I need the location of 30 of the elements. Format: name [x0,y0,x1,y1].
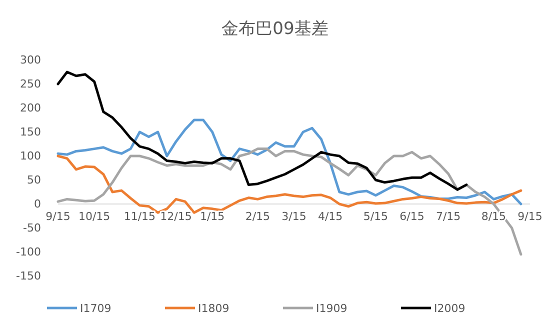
x-tick-label: 3/15 [282,210,306,223]
y-tick-label: 100 [20,150,41,162]
y-tick-label: -50 [23,222,41,234]
x-tick-label: 2/15 [245,210,270,223]
x-tick-label: 6/15 [400,210,424,223]
y-tick-label: 300 [20,54,41,66]
y-tick-label: 50 [27,174,41,186]
x-tick-label: 12/15 [160,210,192,223]
x-tick-label: 11/15 [124,210,156,223]
y-tick-label: 150 [20,126,41,138]
x-tick-label: 8/15 [481,210,506,223]
line-series [56,118,522,206]
x-tick-label: 1/15 [200,210,225,223]
line-series [56,70,468,191]
x-tick-label: 7/15 [436,210,461,223]
legend-label: I1809 [198,302,230,315]
y-tick-label: 200 [20,102,41,114]
x-tick-label: 9/15 [518,210,542,223]
x-tick-label: 4/15 [318,210,343,223]
legend-label: I1909 [316,302,348,315]
x-tick-label: 9/15 [46,210,70,223]
x-tick-label: 10/15 [78,210,110,223]
y-tick-label: 250 [20,78,41,90]
y-tick-label: 0 [34,198,41,210]
y-tick-label: -150 [16,270,41,282]
legend-label: I2009 [434,302,466,315]
y-tick-label: -100 [16,246,41,258]
chart-title: 金布巴09基差 [222,19,328,39]
legend-label: I1709 [80,302,112,315]
x-tick-label: 5/15 [363,210,388,223]
